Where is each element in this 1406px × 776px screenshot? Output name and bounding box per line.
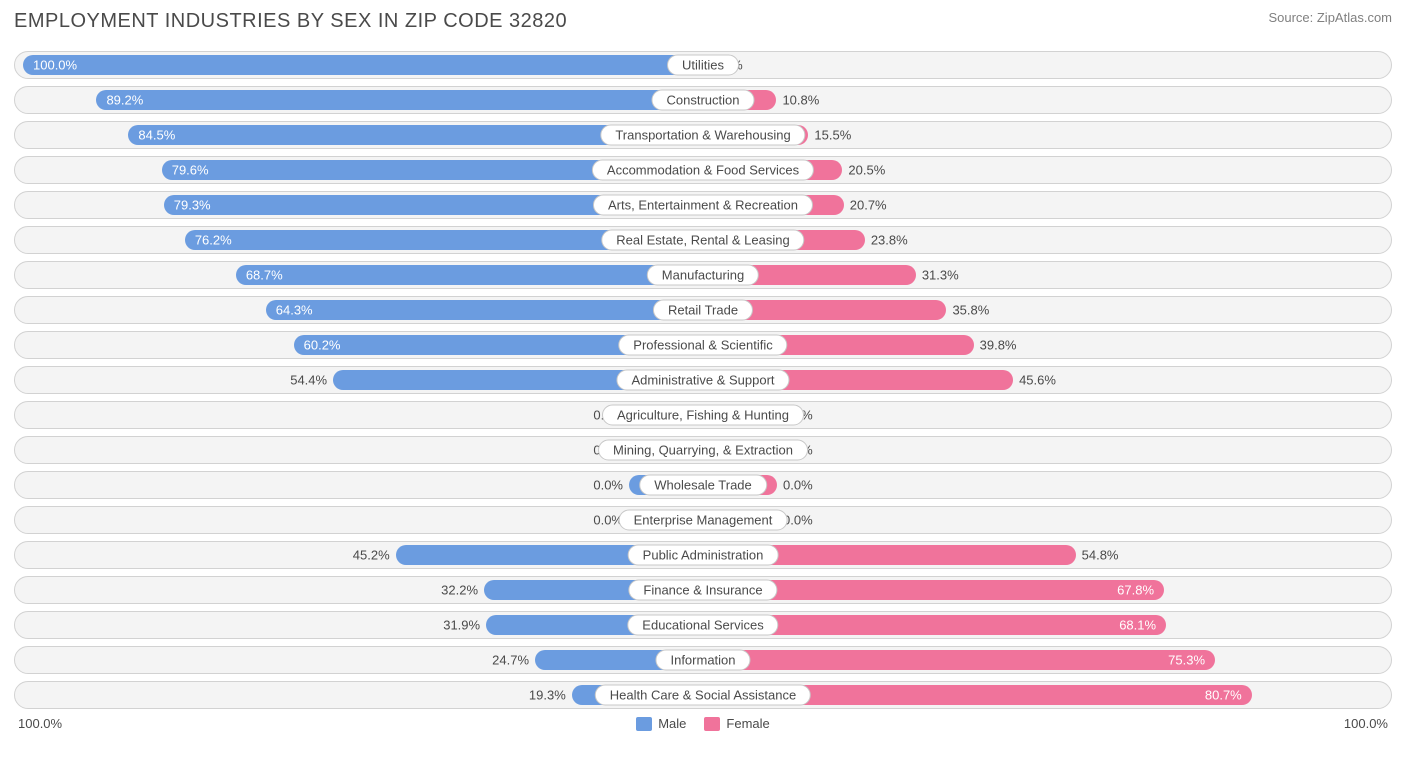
female-pct: 75.3% bbox=[1168, 653, 1205, 668]
female-pct: 20.5% bbox=[848, 163, 885, 178]
male-pct: 64.3% bbox=[276, 303, 313, 318]
male-pct: 100.0% bbox=[33, 58, 77, 73]
chart-area: 100.0%0.0%Utilities89.2%10.8%Constructio… bbox=[14, 51, 1392, 709]
legend-male-label: Male bbox=[658, 716, 686, 731]
male-pct: 54.4% bbox=[290, 373, 327, 388]
category-label: Retail Trade bbox=[653, 300, 753, 321]
male-bar bbox=[236, 265, 703, 285]
category-label: Transportation & Warehousing bbox=[600, 125, 805, 146]
category-label: Manufacturing bbox=[647, 265, 759, 286]
bar-row: 79.3% 20.7% Arts, Entertainment & Recreati… bbox=[14, 191, 1392, 219]
legend-male-swatch bbox=[636, 717, 652, 731]
category-label: Construction bbox=[652, 90, 755, 111]
category-label: Educational Services bbox=[627, 615, 778, 636]
category-label: Arts, Entertainment & Recreation bbox=[593, 195, 813, 216]
female-pct: 67.8% bbox=[1117, 583, 1154, 598]
male-pct: 79.6% bbox=[172, 163, 209, 178]
female-pct: 15.5% bbox=[814, 128, 851, 143]
category-label: Utilities bbox=[667, 55, 739, 76]
male-pct: 76.2% bbox=[195, 233, 232, 248]
bar-row: 76.2% 23.8% Real Estate, Rental & Leasing bbox=[14, 226, 1392, 254]
female-pct: 10.8% bbox=[782, 93, 819, 108]
category-label: Real Estate, Rental & Leasing bbox=[601, 230, 804, 251]
category-label: Enterprise Management bbox=[619, 510, 788, 531]
category-label: Health Care & Social Assistance bbox=[595, 685, 811, 706]
legend: Male Female bbox=[636, 716, 770, 731]
male-bar bbox=[266, 300, 703, 320]
male-pct: 79.3% bbox=[174, 198, 211, 213]
bar-row: 54.4% 45.6% Administrative & Support bbox=[14, 366, 1392, 394]
category-label: Finance & Insurance bbox=[628, 580, 777, 601]
female-pct: 68.1% bbox=[1119, 618, 1156, 633]
female-pct: 31.3% bbox=[922, 268, 959, 283]
category-label: Accommodation & Food Services bbox=[592, 160, 814, 181]
male-pct: 32.2% bbox=[441, 583, 478, 598]
male-pct: 24.7% bbox=[492, 653, 529, 668]
female-bar bbox=[703, 650, 1215, 670]
bar-row: 60.2% 39.8% Professional & Scientific bbox=[14, 331, 1392, 359]
category-label: Administrative & Support bbox=[616, 370, 789, 391]
male-bar bbox=[23, 55, 703, 75]
male-pct: 68.7% bbox=[246, 268, 283, 283]
bar-row: 0.0% 0.0% Wholesale Trade bbox=[14, 471, 1392, 499]
bar-row: 100.0%0.0%Utilities bbox=[14, 51, 1392, 79]
bar-row: 0.0%0.0%Mining, Quarrying, & Extraction bbox=[14, 436, 1392, 464]
bar-row: 0.0%0.0%Agriculture, Fishing & Hunting bbox=[14, 401, 1392, 429]
male-bar bbox=[96, 90, 703, 110]
category-label: Public Administration bbox=[628, 545, 779, 566]
male-pct: 84.5% bbox=[138, 128, 175, 143]
female-pct: 45.6% bbox=[1019, 373, 1056, 388]
bar-row: 64.3% 35.8% Retail Trade bbox=[14, 296, 1392, 324]
bar-row: 0.0%0.0%Enterprise Management bbox=[14, 506, 1392, 534]
female-pct: 0.0% bbox=[783, 513, 813, 528]
axis-right-max: 100.0% bbox=[1344, 716, 1388, 731]
legend-female-swatch bbox=[704, 717, 720, 731]
female-pct: 0.0% bbox=[783, 478, 813, 493]
male-pct: 0.0% bbox=[593, 478, 623, 493]
female-pct: 23.8% bbox=[871, 233, 908, 248]
category-label: Information bbox=[655, 650, 750, 671]
bar-row: 19.3% 80.7% Health Care & Social Assistanc… bbox=[14, 681, 1392, 709]
bar-row: 79.6% 20.5% Accommodation & Food Services bbox=[14, 156, 1392, 184]
axis-legend-row: 100.0% Male Female 100.0% bbox=[14, 716, 1392, 731]
category-label: Mining, Quarrying, & Extraction bbox=[598, 440, 808, 461]
legend-male: Male bbox=[636, 716, 686, 731]
male-pct: 60.2% bbox=[304, 338, 341, 353]
axis-left-max: 100.0% bbox=[18, 716, 62, 731]
legend-female-label: Female bbox=[726, 716, 769, 731]
bar-row: 32.2% 67.8% Finance & Insurance bbox=[14, 576, 1392, 604]
chart-title: EMPLOYMENT INDUSTRIES BY SEX IN ZIP CODE… bbox=[14, 10, 567, 33]
source-attribution: Source: ZipAtlas.com bbox=[1268, 10, 1392, 25]
bar-row: 89.2% 10.8% Construction bbox=[14, 86, 1392, 114]
legend-female: Female bbox=[704, 716, 769, 731]
female-pct: 54.8% bbox=[1082, 548, 1119, 563]
bar-row: 68.7% 31.3% Manufacturing bbox=[14, 261, 1392, 289]
male-pct: 31.9% bbox=[443, 618, 480, 633]
male-pct: 89.2% bbox=[106, 93, 143, 108]
bar-row: 84.5% 15.5% Transportation & Warehousing bbox=[14, 121, 1392, 149]
female-pct: 20.7% bbox=[850, 198, 887, 213]
category-label: Agriculture, Fishing & Hunting bbox=[602, 405, 804, 426]
category-label: Wholesale Trade bbox=[639, 475, 767, 496]
female-pct: 39.8% bbox=[980, 338, 1017, 353]
bar-row: 45.2% 54.8% Public Administration bbox=[14, 541, 1392, 569]
female-pct: 80.7% bbox=[1205, 688, 1242, 703]
category-label: Professional & Scientific bbox=[618, 335, 787, 356]
bar-row: 31.9% 68.1% Educational Services bbox=[14, 611, 1392, 639]
male-pct: 19.3% bbox=[529, 688, 566, 703]
male-pct: 45.2% bbox=[353, 548, 390, 563]
bar-row: 24.7% 75.3% Information bbox=[14, 646, 1392, 674]
female-pct: 35.8% bbox=[952, 303, 989, 318]
